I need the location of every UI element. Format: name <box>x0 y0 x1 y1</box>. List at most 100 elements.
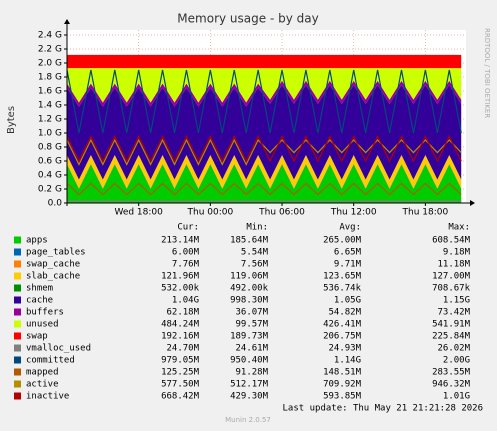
y-tick-label: 1.2 G <box>38 115 62 125</box>
legend-stat: 62.18M <box>166 308 199 318</box>
legend-label: apps <box>26 236 48 246</box>
legend-stat: 946.32M <box>432 380 471 390</box>
legend-swatch <box>14 272 21 280</box>
y-tick-label: 0.4 G <box>38 171 62 181</box>
legend-stat: 225.84M <box>432 332 471 342</box>
legend-stat: 512.17M <box>230 380 269 390</box>
y-tick-label: 2.0 G <box>38 59 62 69</box>
y-tick-label: 2.4 G <box>38 31 62 41</box>
legend-swatch <box>14 368 21 376</box>
legend-stat: 24.70M <box>166 344 199 354</box>
chart-title: Memory usage - by day <box>177 12 318 26</box>
x-tick-label: Thu 18:00 <box>402 208 449 218</box>
legend-stat: 7.56M <box>241 260 269 270</box>
y-tick-label: 1.6 G <box>38 87 62 97</box>
area <box>67 54 462 69</box>
area <box>67 164 462 203</box>
legend-label: committed <box>26 356 75 366</box>
y-tick-label: 1.0 G <box>38 129 62 139</box>
legend-stat: 121.96M <box>161 272 200 282</box>
legend-swatch <box>14 380 21 388</box>
legend-stat: 593.85M <box>323 392 362 402</box>
legend-stat: 532.00k <box>161 284 200 294</box>
legend-stat: 950.40M <box>230 356 269 366</box>
area <box>67 154 462 180</box>
y-tick-label: 0.2 G <box>38 185 62 195</box>
column-header: Min: <box>246 223 268 233</box>
line <box>67 138 462 166</box>
column-header: Avg: <box>339 223 361 233</box>
legend-label: active <box>26 380 59 390</box>
legend-stat: 119.06M <box>230 272 269 282</box>
y-axis-arrow <box>64 19 70 24</box>
legend-stat: 206.75M <box>323 332 362 342</box>
legend-stat: 608.54M <box>432 236 471 246</box>
x-tick-label: Thu 06:00 <box>258 208 305 218</box>
legend-swatch <box>14 392 21 400</box>
legend-label: swap_cache <box>26 260 80 270</box>
legend-label: shmem <box>26 284 53 294</box>
footer: Munin 2.0.57 <box>225 416 271 424</box>
legend-stat: 2.00G <box>443 356 470 366</box>
legend-stat: 1.04G <box>172 296 199 306</box>
legend-stat: 213.14M <box>161 236 200 246</box>
legend-stat: 26.02M <box>437 344 470 354</box>
area <box>67 164 462 189</box>
legend-stat: 6.00M <box>172 248 200 258</box>
legend-stat: 577.50M <box>161 380 200 390</box>
line <box>67 135 462 163</box>
legend-swatch <box>14 320 21 328</box>
x-axis-arrow <box>470 200 475 206</box>
legend-stat: 709.92M <box>323 380 362 390</box>
legend-stat: 6.65M <box>334 248 362 258</box>
y-tick-label: 0.6 G <box>38 157 62 167</box>
legend-stat: 148.51M <box>323 368 362 378</box>
legend-stat: 192.16M <box>161 332 200 342</box>
legend-stat: 536.74k <box>323 284 362 294</box>
column-header: Cur: <box>177 223 199 233</box>
legend-stat: 123.65M <box>323 272 362 282</box>
legend-stat: 283.55M <box>432 368 471 378</box>
legend-stat: 36.07M <box>235 308 268 318</box>
legend-stat: 127.00M <box>432 272 471 282</box>
legend-stat: 426.41M <box>323 320 362 330</box>
legend-stat: 541.91M <box>432 320 471 330</box>
legend-stat: 429.30M <box>230 392 269 402</box>
y-tick-label: 1.8 G <box>38 73 62 83</box>
y-tick-label: 0.8 G <box>38 143 62 153</box>
legend-stat: 125.25M <box>161 368 200 378</box>
area <box>67 68 462 103</box>
y-tick-label: 2.2 G <box>38 45 62 55</box>
y-axis-label: Bytes <box>6 106 17 134</box>
legend-stat: 185.64M <box>230 236 269 246</box>
area <box>67 80 462 107</box>
side-label: RRDTOOL / TOBI OETIKER <box>483 28 491 118</box>
legend-stat: 189.73M <box>230 332 269 342</box>
last-update: Last update: Thu May 21 21:21:28 2026 <box>283 404 483 414</box>
legend-stat: 708.67k <box>432 284 471 294</box>
legend-label: inactive <box>26 392 69 402</box>
legend-swatch <box>14 296 21 304</box>
legend-label: unused <box>26 320 59 330</box>
legend-stat: 24.93M <box>328 344 361 354</box>
legend-swatch <box>14 284 21 292</box>
legend-swatch <box>14 248 21 256</box>
legend-stat: 11.18M <box>437 260 470 270</box>
legend-swatch <box>14 332 21 340</box>
line <box>67 69 462 134</box>
legend-swatch <box>14 344 21 352</box>
legend-stat: 24.61M <box>235 344 268 354</box>
legend-stat: 7.76M <box>172 260 200 270</box>
legend-stat: 9.18M <box>443 248 471 258</box>
line <box>67 182 462 196</box>
x-tick-label: Thu 12:00 <box>330 208 377 218</box>
legend-stat: 1.15G <box>443 296 470 306</box>
x-tick-label: Thu 00:00 <box>187 208 234 218</box>
legend-label: vmalloc_used <box>26 344 91 354</box>
axes: 0.0 0.2 G 0.4 G 0.6 G 0.8 G 1.0 G 1.2 G 1.4 G 1.… <box>38 19 475 218</box>
area <box>67 154 462 189</box>
legend-stat: 265.00M <box>323 236 362 246</box>
legend-label: swap <box>26 332 48 342</box>
legend-stat: 979.05M <box>161 356 200 366</box>
